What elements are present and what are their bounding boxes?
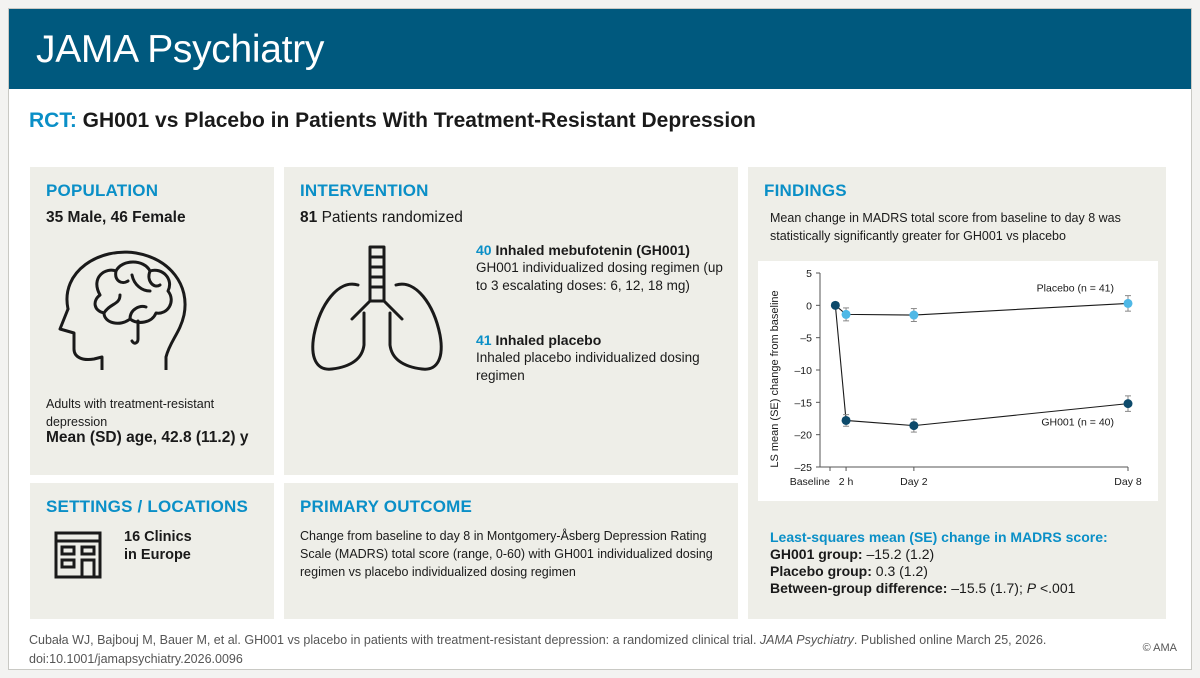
findings-panel: FINDINGS Mean change in MADRS total scor… (748, 167, 1166, 619)
ls-heading: Least-squares mean (SE) change in MADRS … (770, 529, 1108, 545)
series-label: GH001 (n = 40) (1041, 417, 1114, 429)
citation-journal: JAMA Psychiatry (759, 633, 854, 647)
randomized-line: 81 Patients randomized (300, 209, 463, 227)
primary-outcome-heading: PRIMARY OUTCOME (300, 497, 473, 516)
gh-result-value: –15.2 (1.2) (862, 546, 935, 562)
p-label: P (1026, 580, 1037, 596)
arm-placebo-desc: Inhaled placebo individualized dosing re… (476, 350, 700, 383)
chart-area: 5 0 –5 –10 –15 –20 –25 Baseline 2 h Day 2 Day 8 Pla… (758, 261, 1158, 501)
difference-result: Between-group difference: –15.5 (1.7); P… (770, 580, 1075, 596)
y-tick-label: –20 (794, 430, 812, 442)
data-point (841, 415, 851, 425)
y-tick-label: –25 (794, 462, 812, 474)
arm-placebo: 41 Inhaled placebo Inhaled placebo indiv… (476, 331, 726, 385)
citation-post: . Published online March 25, 2026. doi:1… (29, 633, 1047, 666)
population-description: Adults with treatment-resistant depressi… (46, 397, 215, 429)
y-tick-label: 0 (806, 300, 812, 312)
difference-label: Between-group difference: (770, 580, 948, 596)
population-sex: 35 Male, 46 Female (46, 209, 186, 226)
primary-outcome-text: Change from baseline to day 8 in Montgom… (300, 529, 713, 579)
placebo-result-value: 0.3 (1.2) (871, 563, 928, 579)
series-line (834, 305, 1129, 427)
x-tick-label: 2 h (839, 476, 854, 488)
population-age: Mean (SD) age, 42.8 (11.2) y (46, 429, 249, 446)
population-heading: POPULATION (46, 181, 159, 200)
data-point (909, 310, 919, 320)
settings-panel: SETTINGS / LOCATIONS 16 Clinics in Europ… (30, 483, 274, 619)
brain-head-icon (58, 250, 187, 370)
x-tick-label: Day 2 (900, 476, 928, 488)
gh-result: GH001 group: –15.2 (1.2) (770, 546, 934, 562)
madrs-chart: 5 0 –5 –10 –15 –20 –25 Baseline 2 h Day 2 Day 8 Pla… (769, 268, 1142, 488)
arm-gh001-name: Inhaled mebufotenin (GH001) (495, 242, 690, 258)
intervention-heading: INTERVENTION (300, 181, 429, 200)
settings-heading: SETTINGS / LOCATIONS (46, 497, 249, 516)
citation-pre: Cubała WJ, Bajbouj M, Bauer M, et al. GH… (29, 633, 760, 647)
chart-ylabel: LS mean (SE) change from baseline (769, 290, 781, 467)
x-tick-label: Baseline (790, 476, 830, 488)
randomized-count: 81 (300, 209, 318, 226)
settings-line1: 16 Clinics (124, 529, 192, 545)
data-point (1123, 298, 1133, 308)
difference-value: –15.5 (1.7); (947, 580, 1027, 596)
page-title: RCT: GH001 vs Placebo in Patients With T… (29, 109, 756, 133)
series-label: Placebo (n = 41) (1037, 282, 1114, 294)
population-panel: POPULATION 35 Male, 46 Female Adults wit… (30, 167, 274, 475)
findings-summary: Mean change in MADRS total score from ba… (770, 211, 1121, 243)
baseline-point (830, 300, 840, 310)
citation: Cubała WJ, Bajbouj M, Bauer M, et al. GH… (29, 631, 1059, 669)
building-icon (54, 531, 102, 579)
series-line (834, 302, 1129, 316)
title-text: GH001 vs Placebo in Patients With Treatm… (82, 109, 756, 132)
x-tick-label: Day 8 (1114, 476, 1142, 488)
arm-placebo-name: Inhaled placebo (495, 332, 602, 348)
findings-heading: FINDINGS (764, 181, 847, 200)
y-tick-label: –15 (794, 397, 812, 409)
primary-outcome-panel: PRIMARY OUTCOME Change from baseline to … (284, 483, 738, 619)
data-point (909, 421, 919, 431)
header-bar: JAMA Psychiatry (9, 9, 1191, 89)
data-point (841, 309, 851, 319)
p-value: <.001 (1036, 580, 1076, 596)
settings-line2: in Europe (124, 547, 191, 563)
gh-result-label: GH001 group: (770, 546, 863, 562)
journal-title: JAMA Psychiatry (36, 28, 325, 71)
title-tag: RCT: (29, 109, 77, 132)
arm-gh001: 40 Inhaled mebufotenin (GH001) GH001 ind… (476, 241, 726, 295)
placebo-result: Placebo group: 0.3 (1.2) (770, 563, 928, 579)
y-tick-label: –5 (800, 333, 812, 345)
randomized-text: Patients randomized (321, 209, 463, 226)
data-point (1123, 399, 1133, 409)
y-tick-label: 5 (806, 268, 812, 280)
copyright: © AMA (1142, 642, 1177, 654)
arm-gh001-count: 40 (476, 242, 492, 258)
lungs-icon (311, 245, 443, 371)
arm-gh001-desc: GH001 individualized dosing regimen (up … (476, 260, 723, 293)
placebo-result-label: Placebo group: (770, 563, 872, 579)
arm-placebo-count: 41 (476, 332, 492, 348)
intervention-panel: INTERVENTION 81 Patients randomized 40 I… (284, 167, 738, 475)
y-tick-label: –10 (794, 365, 812, 377)
